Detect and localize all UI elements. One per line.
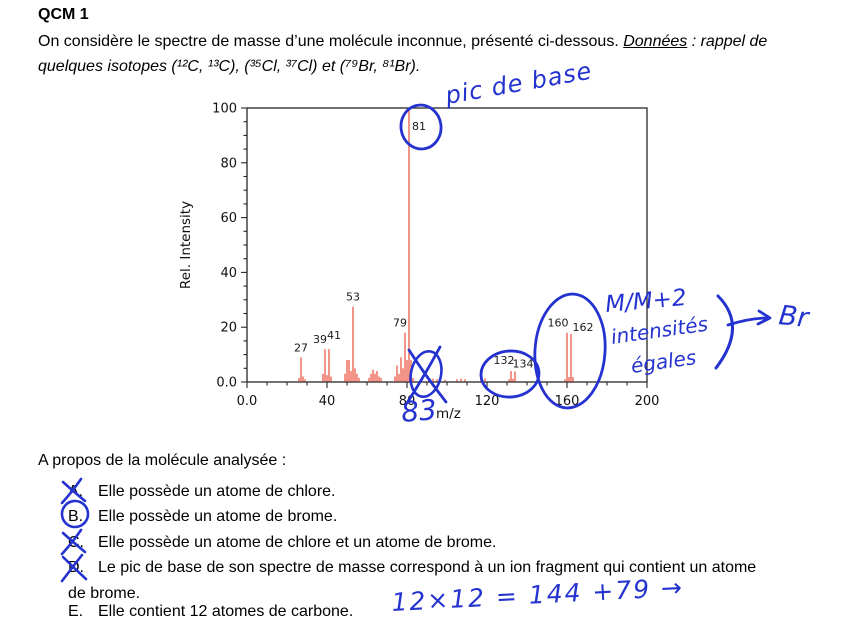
y-tick-label: 60 — [220, 211, 237, 226]
x-tick-label: 160 — [555, 394, 580, 409]
y-tick-label: 40 — [220, 266, 237, 281]
option-row-b: B. Elle possède un atome de brome. — [68, 504, 337, 530]
y-tick-label: 20 — [220, 321, 237, 336]
intro-normal-text: On considère le spectre de masse d’une m… — [38, 33, 624, 50]
option-row-e: E. Elle contient 12 atomes de carbone. — [68, 599, 353, 625]
peak-label-41: 41 — [327, 329, 341, 342]
option-text: Elle possède un atome de chlore et un at… — [98, 534, 497, 551]
mass-spectrum-svg: 0.0 40 80 120 160 200 0.0 20 40 60 80 100 Rel. Inten… — [178, 102, 660, 423]
y-tick-label: 80 — [220, 156, 237, 171]
option-letter: B. — [68, 508, 84, 525]
mass-spectrum-chart: 0.0 40 80 120 160 200 0.0 20 40 60 80 100 Rel. Inten… — [170, 78, 670, 433]
x-tick-label: 40 — [319, 394, 336, 409]
option-letter: D. — [68, 559, 84, 576]
x-tick-label: 80 — [399, 394, 416, 409]
handwriting-arrow-shaft — [726, 316, 770, 327]
question-prompt: A propos de la molécule analysée : — [38, 452, 287, 469]
peak-label-160: 160 — [548, 317, 569, 330]
peak-label-27: 27 — [294, 341, 308, 354]
y-tick-label: 0.0 — [216, 376, 237, 391]
x-tick-label: 0.0 — [237, 394, 258, 409]
option-text: Le pic de base de son spectre de masse c… — [68, 559, 757, 602]
y-tick-label: 100 — [212, 102, 237, 117]
handwriting-arrow-head — [756, 309, 772, 326]
option-letter: E. — [68, 603, 84, 620]
handwriting-brace — [714, 294, 734, 370]
y-axis-title: Rel. Intensity — [178, 201, 194, 289]
option-row-a: A. Elle possède un atome de chlore. — [68, 479, 335, 505]
peak-label-39: 39 — [313, 333, 327, 346]
page-title: QCM 1 — [38, 6, 89, 23]
option-row-c: C. Elle possède un atome de chlore et un … — [68, 530, 496, 556]
donnees-underlined-label: Données — [623, 33, 688, 50]
peak-label-134: 134 — [513, 358, 534, 371]
peak-label-81: 81 — [412, 120, 426, 133]
peak-label-79: 79 — [393, 317, 407, 330]
option-text: Elle contient 12 atomes de carbone. — [98, 603, 354, 620]
x-tick-label: 120 — [475, 394, 500, 409]
peak-label-53: 53 — [346, 291, 360, 304]
peak-label-162: 162 — [573, 321, 594, 334]
x-axis-title: m/z — [436, 406, 461, 422]
peak-label-132: 132 — [494, 354, 515, 367]
option-text: Elle possède un atome de brome. — [98, 508, 338, 525]
option-letter: A. — [68, 483, 84, 500]
x-tick-label: 200 — [635, 394, 660, 409]
handwriting-br: Br — [777, 300, 812, 334]
intro-line-1: On considère le spectre de masse d’une m… — [38, 29, 767, 54]
option-text: Elle possède un atome de chlore. — [98, 483, 336, 500]
option-letter: C. — [68, 534, 84, 551]
intro-italic-tail: : rappel de — [687, 33, 768, 50]
intro-line-2-isotopes: quelques isotopes (¹²C, ¹³C), (³⁵Cl, ³⁷C… — [38, 58, 421, 75]
